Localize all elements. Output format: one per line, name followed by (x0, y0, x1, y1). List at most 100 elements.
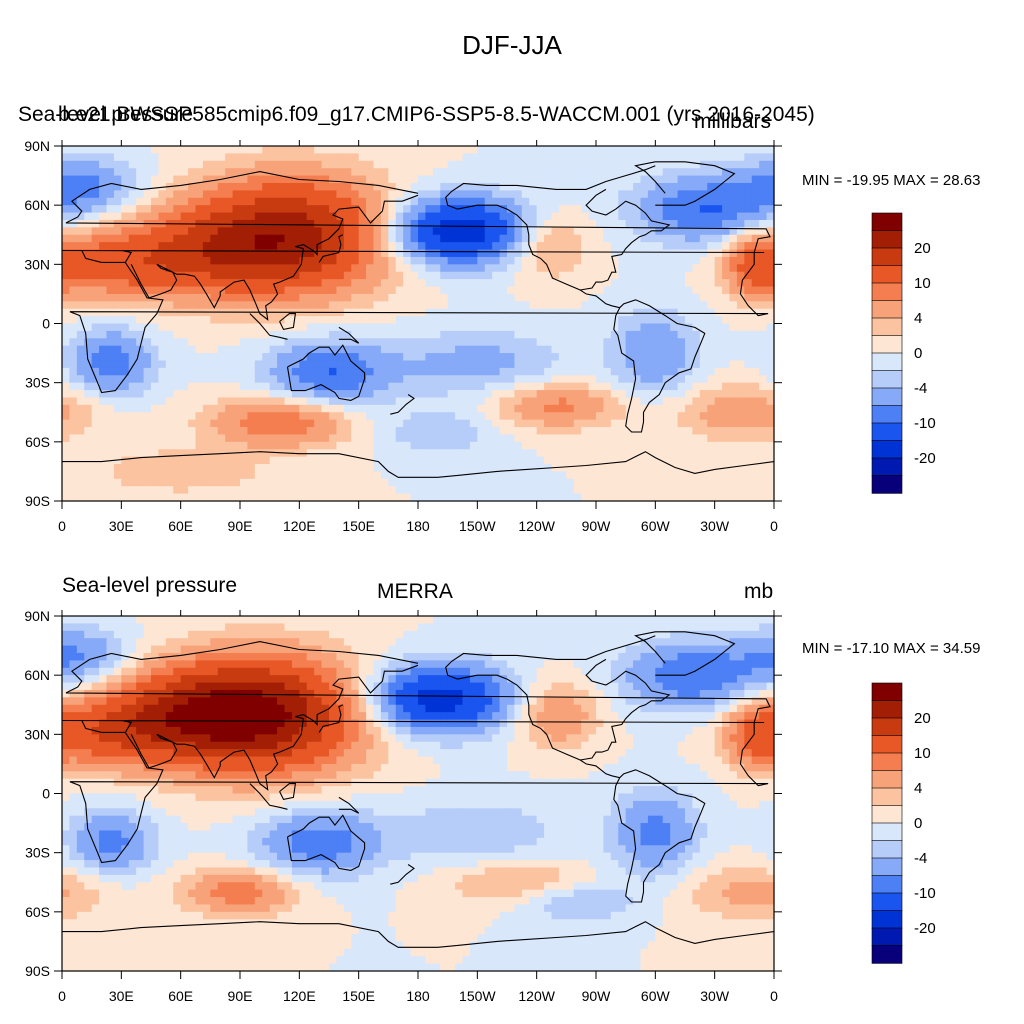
contour-cell (551, 367, 560, 376)
contour-cell (76, 471, 85, 480)
contour-cell (551, 242, 560, 251)
contour-cell (165, 323, 174, 332)
contour-cell (143, 449, 152, 458)
contour-cell (625, 293, 634, 302)
contour-cell (558, 146, 567, 154)
contour-cell (217, 397, 226, 406)
contour-cell (336, 353, 345, 362)
contour-cell (699, 449, 708, 458)
contour-cell (76, 845, 85, 854)
contour-cell (492, 175, 501, 184)
contour-cell (744, 242, 753, 251)
contour-cell (640, 412, 649, 421)
contour-cell (507, 227, 516, 236)
contour-cell (566, 190, 575, 199)
contour-cell (410, 367, 419, 376)
contour-cell (551, 197, 560, 206)
contour-cell (121, 153, 130, 162)
contour-cell (558, 234, 567, 243)
contour-cell (440, 338, 449, 347)
contour-cell (633, 212, 642, 221)
contour-cell (113, 182, 122, 191)
contour-cell (62, 682, 71, 691)
y-tick-label: 30N (24, 256, 50, 272)
contour-cell (284, 234, 293, 243)
contour-cell (269, 338, 278, 347)
contour-cell (143, 242, 152, 251)
contour-cell (395, 293, 404, 302)
contour-cell (158, 212, 167, 221)
coastline (613, 299, 706, 433)
contour-cell (188, 441, 197, 450)
contour-cell (492, 486, 501, 495)
contour-cell (536, 286, 545, 295)
contour-cell (670, 390, 679, 399)
contour-cell (514, 175, 523, 184)
contour-cell (69, 412, 78, 421)
contour-cell (299, 353, 308, 362)
contour-cell (76, 345, 85, 354)
contour-cell (277, 412, 286, 421)
contour-cell (158, 323, 167, 332)
contour-cell (329, 212, 338, 221)
contour-cell (551, 168, 560, 177)
contour-cell (106, 205, 115, 214)
contour-cell (173, 345, 182, 354)
contour-cell (99, 741, 108, 750)
contour-cell (121, 146, 130, 154)
contour-cell (566, 375, 575, 384)
contour-cell (314, 419, 323, 428)
contour-cell (269, 375, 278, 384)
contour-cell (358, 464, 367, 473)
contour-cell (588, 449, 597, 458)
contour-cell (358, 146, 367, 154)
contour-cell (232, 345, 241, 354)
contour-cell (395, 264, 404, 273)
contour-cell (84, 256, 93, 265)
contour-cell (477, 323, 486, 332)
contour-cell (462, 153, 471, 162)
contour-cell (707, 330, 716, 339)
contour-cell (766, 345, 775, 354)
contour-cell (76, 412, 85, 421)
contour-cell (136, 234, 145, 243)
contour-cell (358, 182, 367, 191)
contour-cell (603, 360, 612, 369)
x-tick-label: 60E (168, 518, 193, 534)
contour-cell (240, 471, 249, 480)
contour-cell (759, 427, 768, 436)
contour-cell (247, 197, 256, 206)
contour-cell (655, 316, 664, 325)
contour-cell (685, 419, 694, 428)
contour-cell (714, 153, 723, 162)
contour-cell (225, 471, 234, 480)
contour-cell (736, 404, 745, 413)
contour-cell (544, 323, 553, 332)
contour-cell (151, 249, 160, 258)
contour-cell (544, 427, 553, 436)
contour-cell (188, 434, 197, 443)
contour-cell (336, 264, 345, 273)
contour-cell (247, 493, 256, 502)
contour-cell (329, 242, 338, 251)
contour-cell (633, 286, 642, 295)
contour-cell (202, 153, 211, 162)
contour-cell (380, 271, 389, 280)
contour-cell (136, 367, 145, 376)
contour-cell (247, 279, 256, 288)
contour-cell (395, 197, 404, 206)
contour-cell (254, 367, 263, 376)
contour-cell (677, 279, 686, 288)
contour-cell (210, 234, 219, 243)
contour-cell (180, 264, 189, 273)
contour-cell (277, 486, 286, 495)
contour-cell (99, 323, 108, 332)
contour-cell (136, 190, 145, 199)
contour-cell (351, 471, 360, 480)
contour-cell (62, 190, 71, 199)
contour-cell (699, 412, 708, 421)
contour-cell (69, 493, 78, 502)
contour-cell (514, 234, 523, 243)
contour-cell (551, 175, 560, 184)
contour-cell (343, 412, 352, 421)
